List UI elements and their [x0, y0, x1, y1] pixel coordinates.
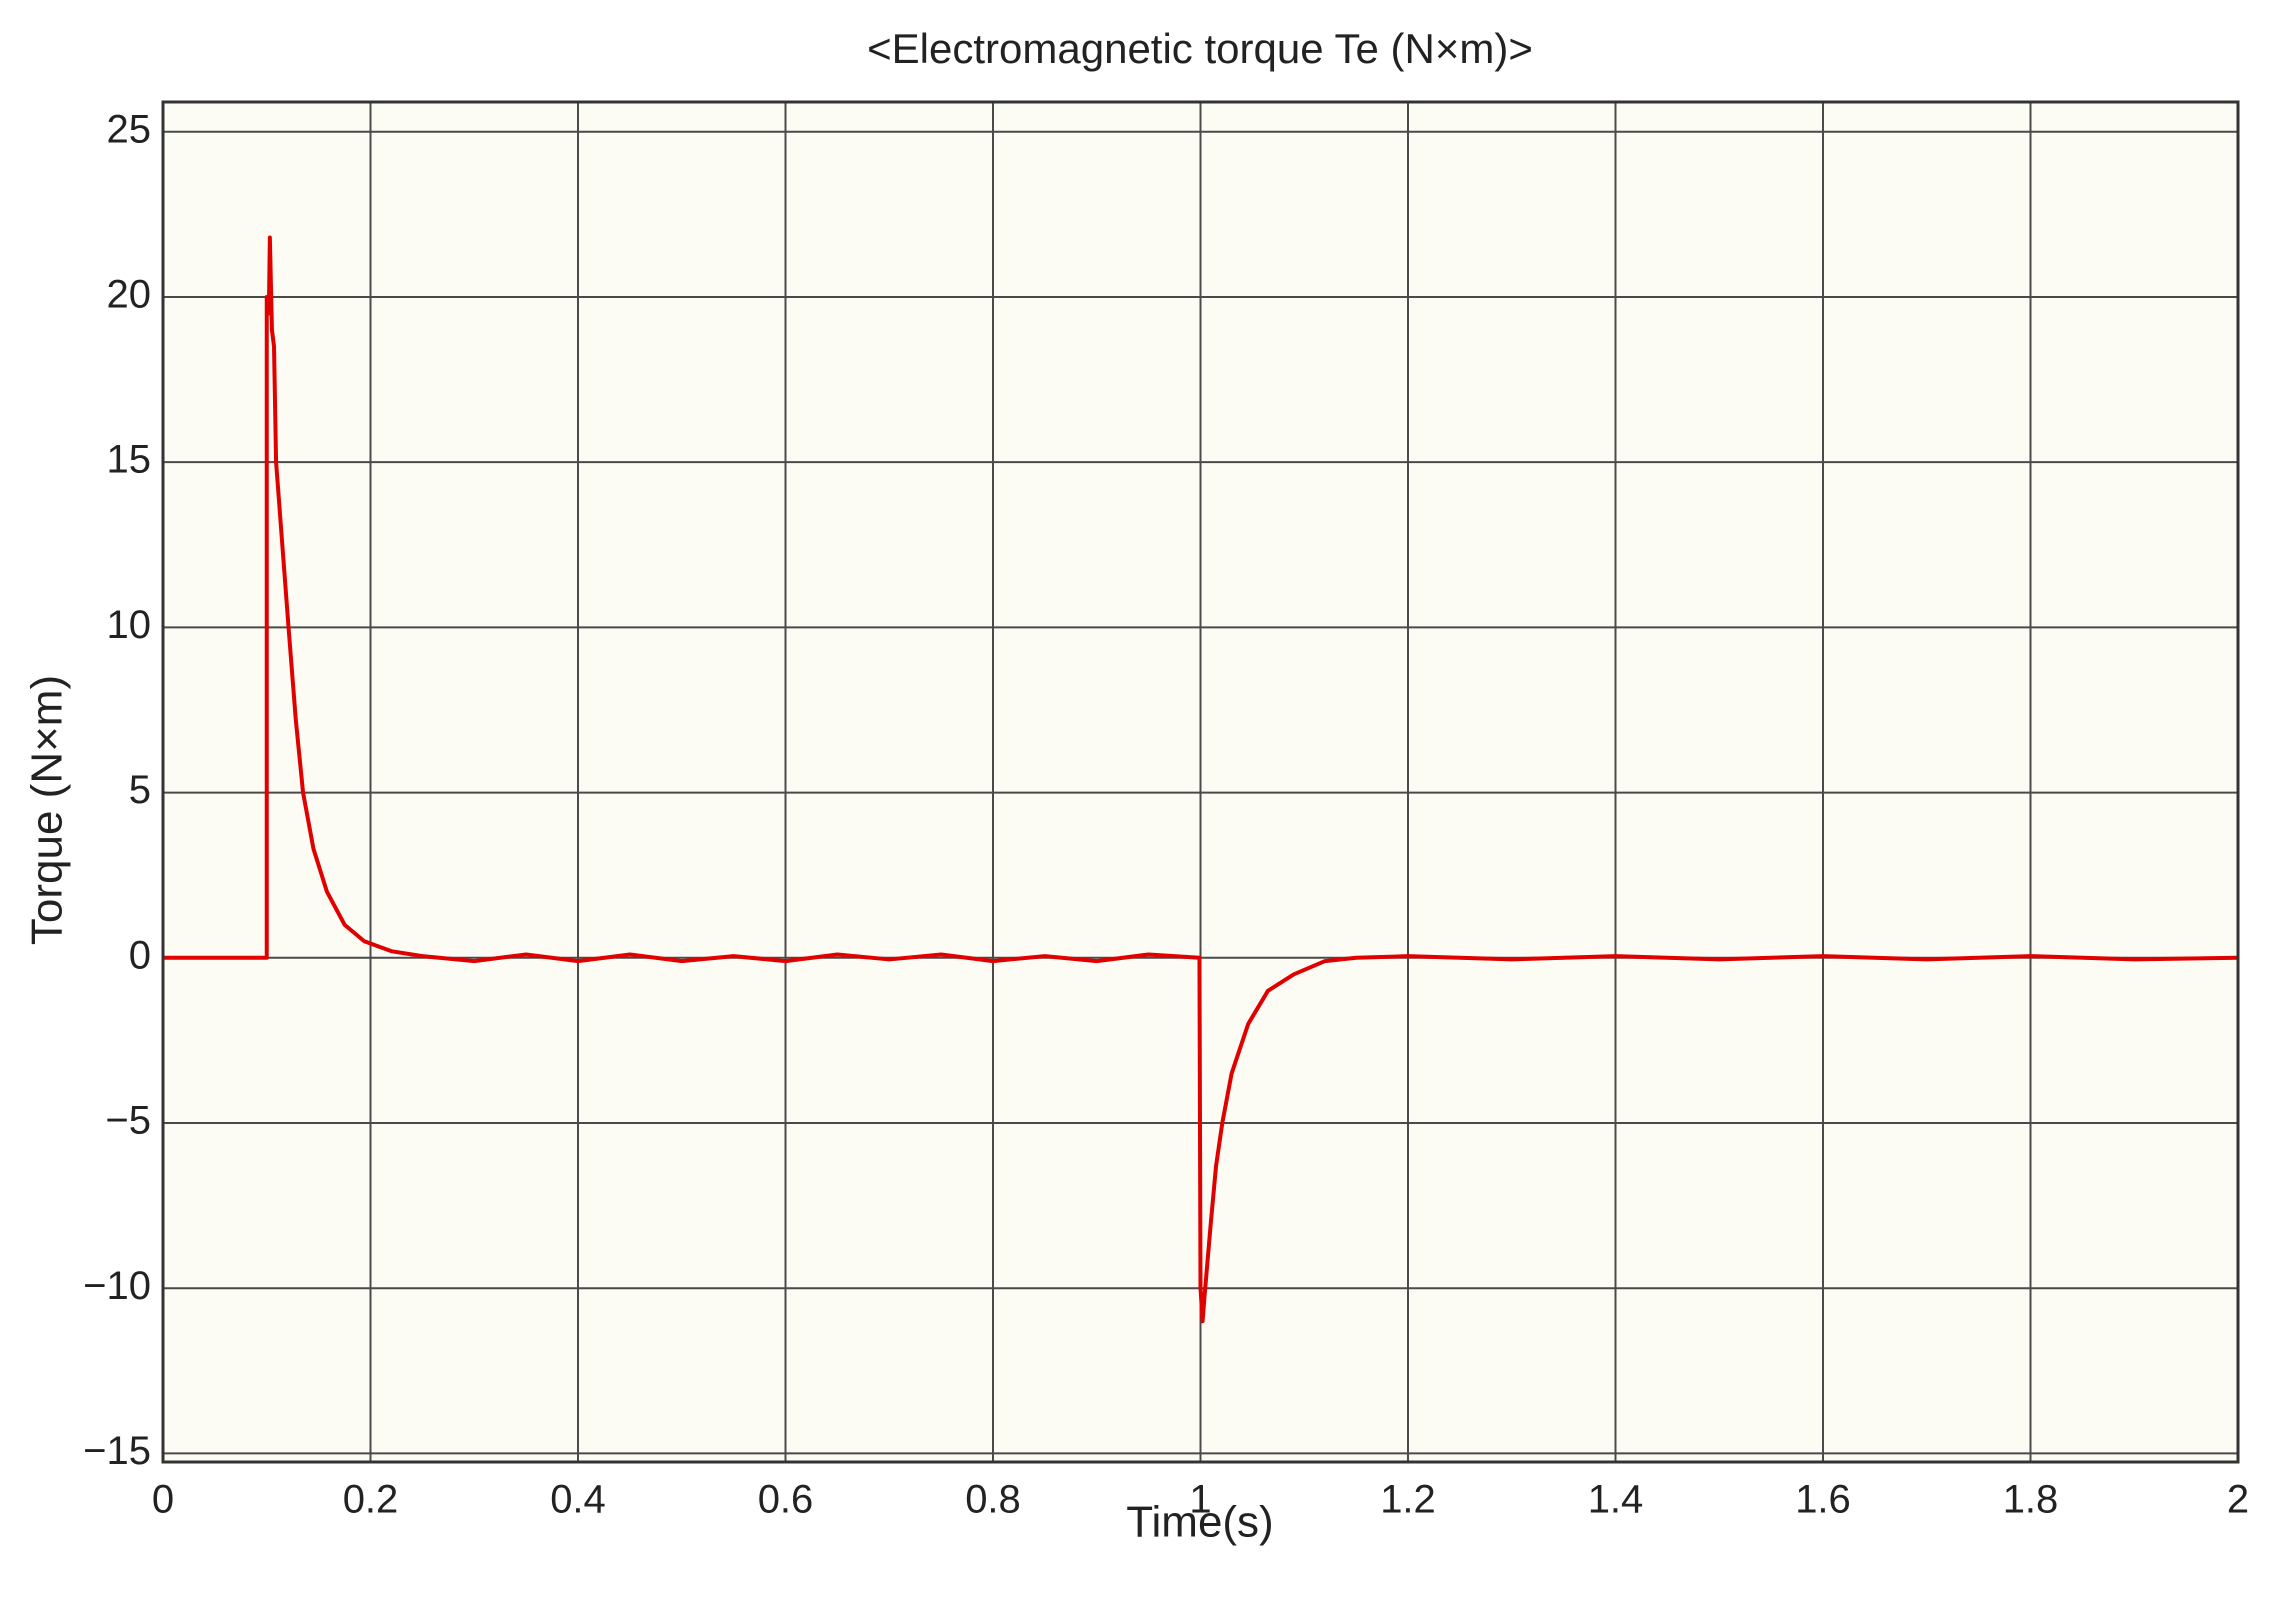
- chart-title: <Electromagnetic torque Te (N×m)>: [867, 25, 1533, 72]
- x-tick-label: 0.2: [343, 1478, 399, 1522]
- y-tick-label: 25: [107, 107, 152, 151]
- x-tick-label: 2: [2227, 1478, 2249, 1522]
- y-tick-label: −10: [83, 1264, 151, 1308]
- y-tick-label: −15: [83, 1429, 151, 1473]
- x-axis-label: Time(s): [1126, 1498, 1273, 1547]
- y-tick-label: 10: [107, 603, 152, 647]
- x-tick-label: 0.8: [965, 1478, 1021, 1522]
- x-tick-label: 1.8: [2003, 1478, 2059, 1522]
- y-tick-label: −5: [105, 1099, 151, 1143]
- x-tick-label: 1.2: [1380, 1478, 1436, 1522]
- y-tick-label: 5: [129, 768, 151, 812]
- plot-frame: [161, 100, 2240, 1464]
- x-tick-label: 0.6: [758, 1478, 814, 1522]
- y-tick-label: 15: [107, 438, 152, 482]
- x-tick-label: 1.6: [1795, 1478, 1851, 1522]
- y-tick-label: 0: [129, 933, 151, 977]
- y-axis-label: Torque (N×m): [23, 675, 72, 945]
- y-tick-label: 20: [107, 273, 152, 317]
- x-tick-label: 1: [1189, 1478, 1211, 1522]
- x-tick-label: 0: [152, 1478, 174, 1522]
- data-line: [163, 235, 2239, 1324]
- x-tick-label: 1.4: [1588, 1478, 1644, 1522]
- x-tick-label: 0.4: [550, 1478, 606, 1522]
